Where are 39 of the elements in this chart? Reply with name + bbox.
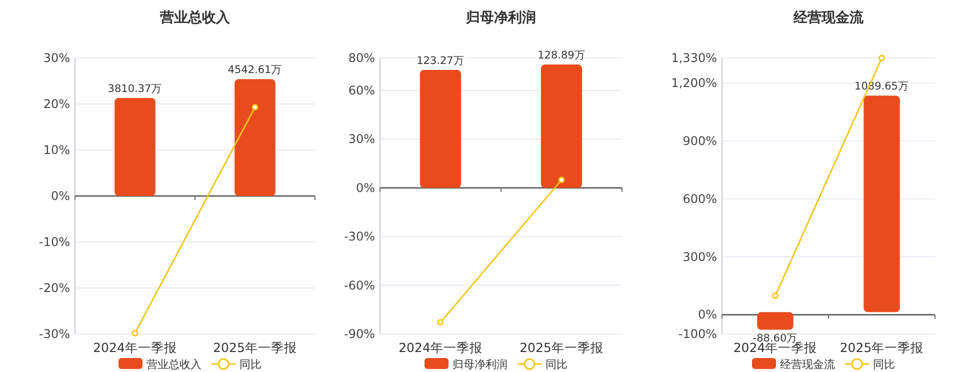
y-tick-label: -60%: [344, 278, 375, 292]
x-tick-label: 2025年一季报: [213, 340, 297, 355]
legend-label: 归母净利润: [452, 358, 508, 371]
data-label: 128.89万: [538, 50, 586, 62]
y-tick-label: 1,330%: [671, 51, 717, 65]
y-tick-label: 900%: [682, 134, 717, 148]
legend-label: 同比: [240, 358, 262, 371]
x-tick-label: 2024年一季报: [398, 340, 482, 355]
x-tick-label: 2024年一季报: [93, 340, 177, 355]
y-tick-label: 1,200%: [671, 76, 717, 90]
y-tick-label: -30%: [38, 327, 70, 341]
y-tick-label: 600%: [682, 192, 717, 206]
y-tick-label: -100%: [678, 327, 717, 341]
chart-title: 归母净利润: [465, 9, 536, 26]
chart-title: 经营现金流: [792, 9, 864, 26]
y-tick-label: 20%: [43, 97, 70, 111]
legend-label: 同比: [546, 358, 568, 371]
chart-title: 营业总收入: [159, 10, 231, 26]
y-tick-label: 60%: [348, 83, 375, 98]
legend-label: 同比: [873, 358, 895, 371]
y-tick-label: 30%: [348, 132, 375, 146]
y-tick-label: -20%: [38, 281, 70, 295]
x-tick-label: 2025年一季报: [840, 340, 924, 355]
data-label: 3810.37万: [108, 82, 162, 95]
y-tick-label: 0%: [698, 308, 717, 322]
y-tick-label: 0%: [50, 189, 70, 203]
y-tick-label: 300%: [682, 250, 717, 264]
legend-label: 营业总收入: [146, 358, 202, 371]
y-tick-label: 0%: [356, 180, 375, 195]
y-tick-label: 80%: [348, 51, 375, 65]
y-tick-label: 30%: [43, 51, 70, 65]
x-tick-label: 2025年一季报: [520, 340, 604, 355]
data-label: 4542.61万: [228, 64, 282, 76]
legend-label: 经营现金流: [780, 358, 835, 371]
y-tick-label: -30%: [344, 230, 375, 244]
y-tick-label: -10%: [38, 235, 70, 249]
y-tick-label: 10%: [43, 143, 70, 157]
y-tick-label: -90%: [344, 327, 375, 341]
data-label: 123.27万: [416, 54, 464, 67]
